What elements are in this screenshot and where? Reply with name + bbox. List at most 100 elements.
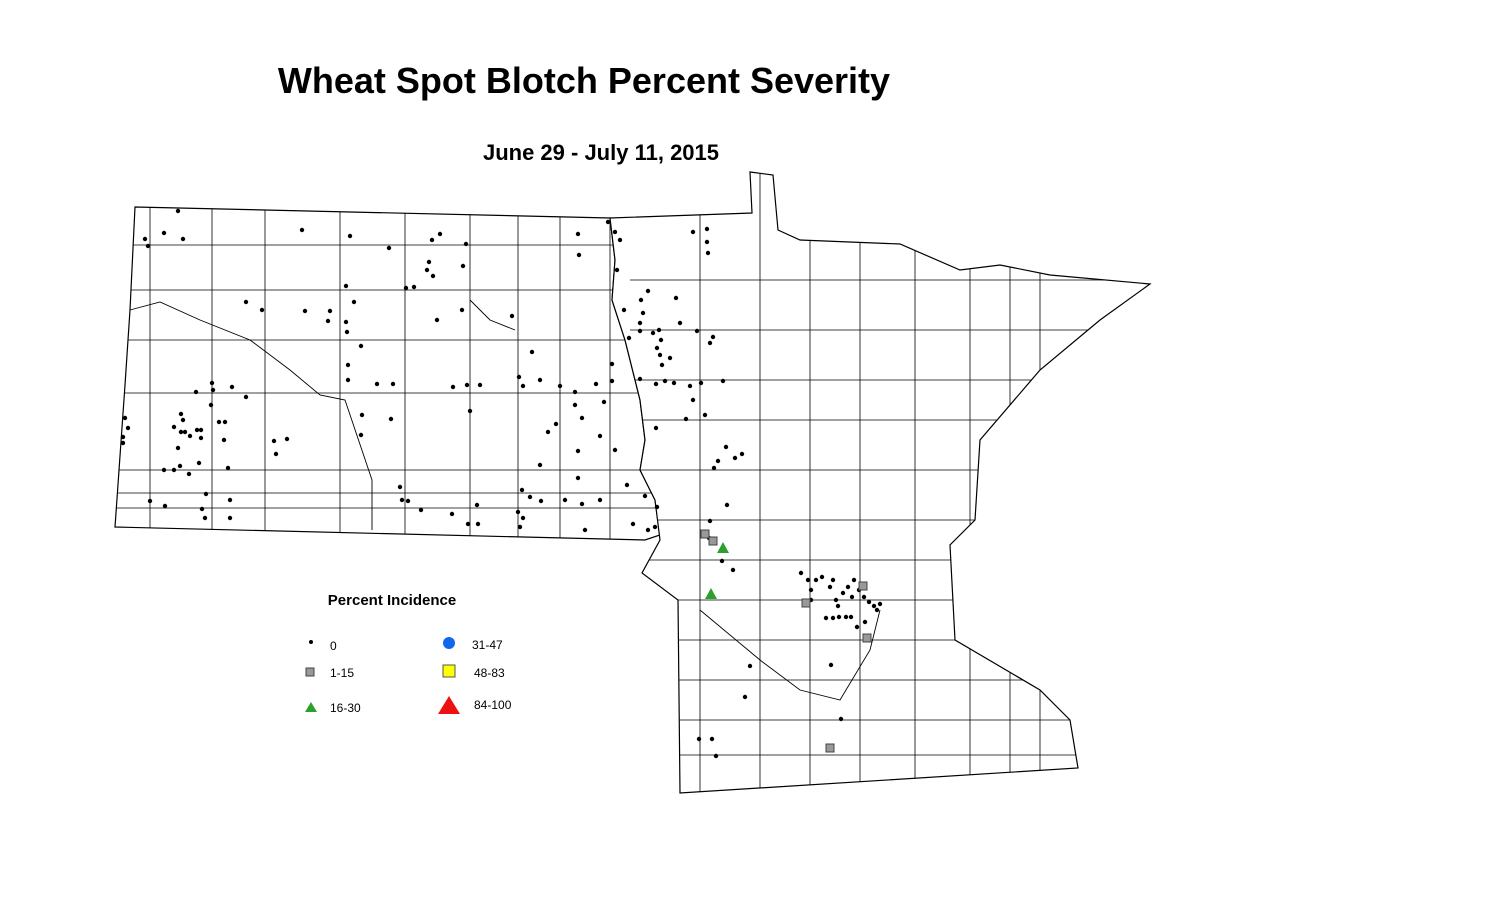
point-zero — [209, 380, 215, 386]
point-zero — [609, 361, 615, 367]
point-zero — [426, 259, 432, 265]
point-zero — [125, 425, 131, 431]
point-zero — [464, 382, 470, 388]
point-zero — [840, 590, 846, 596]
point-zero — [861, 594, 867, 600]
point-zero — [397, 484, 403, 490]
point-zero — [515, 509, 521, 515]
point-zero — [147, 498, 153, 504]
point-zero — [709, 736, 715, 742]
point-zero — [659, 362, 665, 368]
point-zero — [638, 297, 644, 303]
point-zero — [459, 307, 465, 313]
point-zero — [704, 239, 710, 245]
point-zero — [640, 310, 646, 316]
point-zero — [576, 252, 582, 258]
point-zero — [509, 313, 515, 319]
point-zero — [877, 601, 883, 607]
point-zero — [656, 327, 662, 333]
point-zero — [836, 614, 842, 620]
point-zero — [658, 337, 664, 343]
point-zero — [177, 463, 183, 469]
point-zero — [537, 377, 543, 383]
point-zero — [180, 417, 186, 423]
point-zero — [662, 378, 668, 384]
point-zero — [833, 597, 839, 603]
point-zero — [162, 503, 168, 509]
point-zero — [210, 387, 216, 393]
point-zero — [719, 558, 725, 564]
point-zero — [866, 599, 872, 605]
point-zero — [707, 340, 713, 346]
point-zero — [813, 577, 819, 583]
point-zero — [386, 245, 392, 251]
point-zero — [199, 506, 205, 512]
point-zero — [667, 355, 673, 361]
point-zero — [637, 328, 643, 334]
point-zero — [429, 237, 435, 243]
point-zero — [516, 374, 522, 380]
point-zero — [562, 497, 568, 503]
north-dakota — [114, 206, 661, 541]
point-zero — [430, 273, 436, 279]
point-zero — [838, 716, 844, 722]
point-zero — [823, 615, 829, 621]
point-zero — [359, 412, 365, 418]
point-zero — [579, 501, 585, 507]
point-zero — [601, 399, 607, 405]
point-zero — [690, 397, 696, 403]
legend-label: 31-47 — [472, 638, 503, 652]
point-zero — [437, 231, 443, 237]
legend-label: 16-30 — [330, 701, 361, 715]
point-zero — [537, 462, 543, 468]
point-zero — [597, 433, 603, 439]
point-zero — [617, 237, 623, 243]
point-zero — [575, 475, 581, 481]
point-zero — [344, 329, 350, 335]
point-zero — [390, 381, 396, 387]
point-zero — [710, 334, 716, 340]
point-zero — [449, 511, 455, 517]
point-zero — [637, 320, 643, 326]
legend-symbol — [438, 696, 460, 714]
point-zero — [538, 498, 544, 504]
point-low — [825, 743, 835, 753]
point-zero — [609, 378, 615, 384]
map-subtitle: June 29 - July 11, 2015 — [483, 140, 719, 165]
point-zero — [178, 429, 184, 435]
point-zero — [830, 615, 836, 621]
legend-label: 48-83 — [474, 666, 505, 680]
point-zero — [690, 229, 696, 235]
point-zero — [325, 318, 331, 324]
point-zero — [229, 384, 235, 390]
point-zero — [827, 584, 833, 590]
point-zero — [705, 250, 711, 256]
point-zero — [677, 320, 683, 326]
point-zero — [227, 515, 233, 521]
minnesota — [609, 171, 1152, 794]
point-zero — [730, 567, 736, 573]
point-zero — [187, 433, 193, 439]
point-low — [801, 598, 811, 608]
point-zero — [572, 402, 578, 408]
point-zero — [612, 229, 618, 235]
point-zero — [704, 226, 710, 232]
point-zero — [654, 504, 660, 510]
legend-symbol — [309, 640, 313, 644]
point-zero — [182, 429, 188, 435]
point-zero — [835, 603, 841, 609]
point-zero — [175, 445, 181, 451]
point-zero — [713, 753, 719, 759]
point-low — [700, 529, 710, 539]
point-zero — [463, 241, 469, 247]
point-zero — [225, 465, 231, 471]
point-zero — [120, 440, 126, 446]
point-zero — [747, 663, 753, 669]
point-zero — [683, 416, 689, 422]
point-zero — [805, 577, 811, 583]
point-zero — [424, 267, 430, 273]
point-zero — [122, 415, 128, 421]
point-zero — [327, 308, 333, 314]
point-zero — [593, 381, 599, 387]
